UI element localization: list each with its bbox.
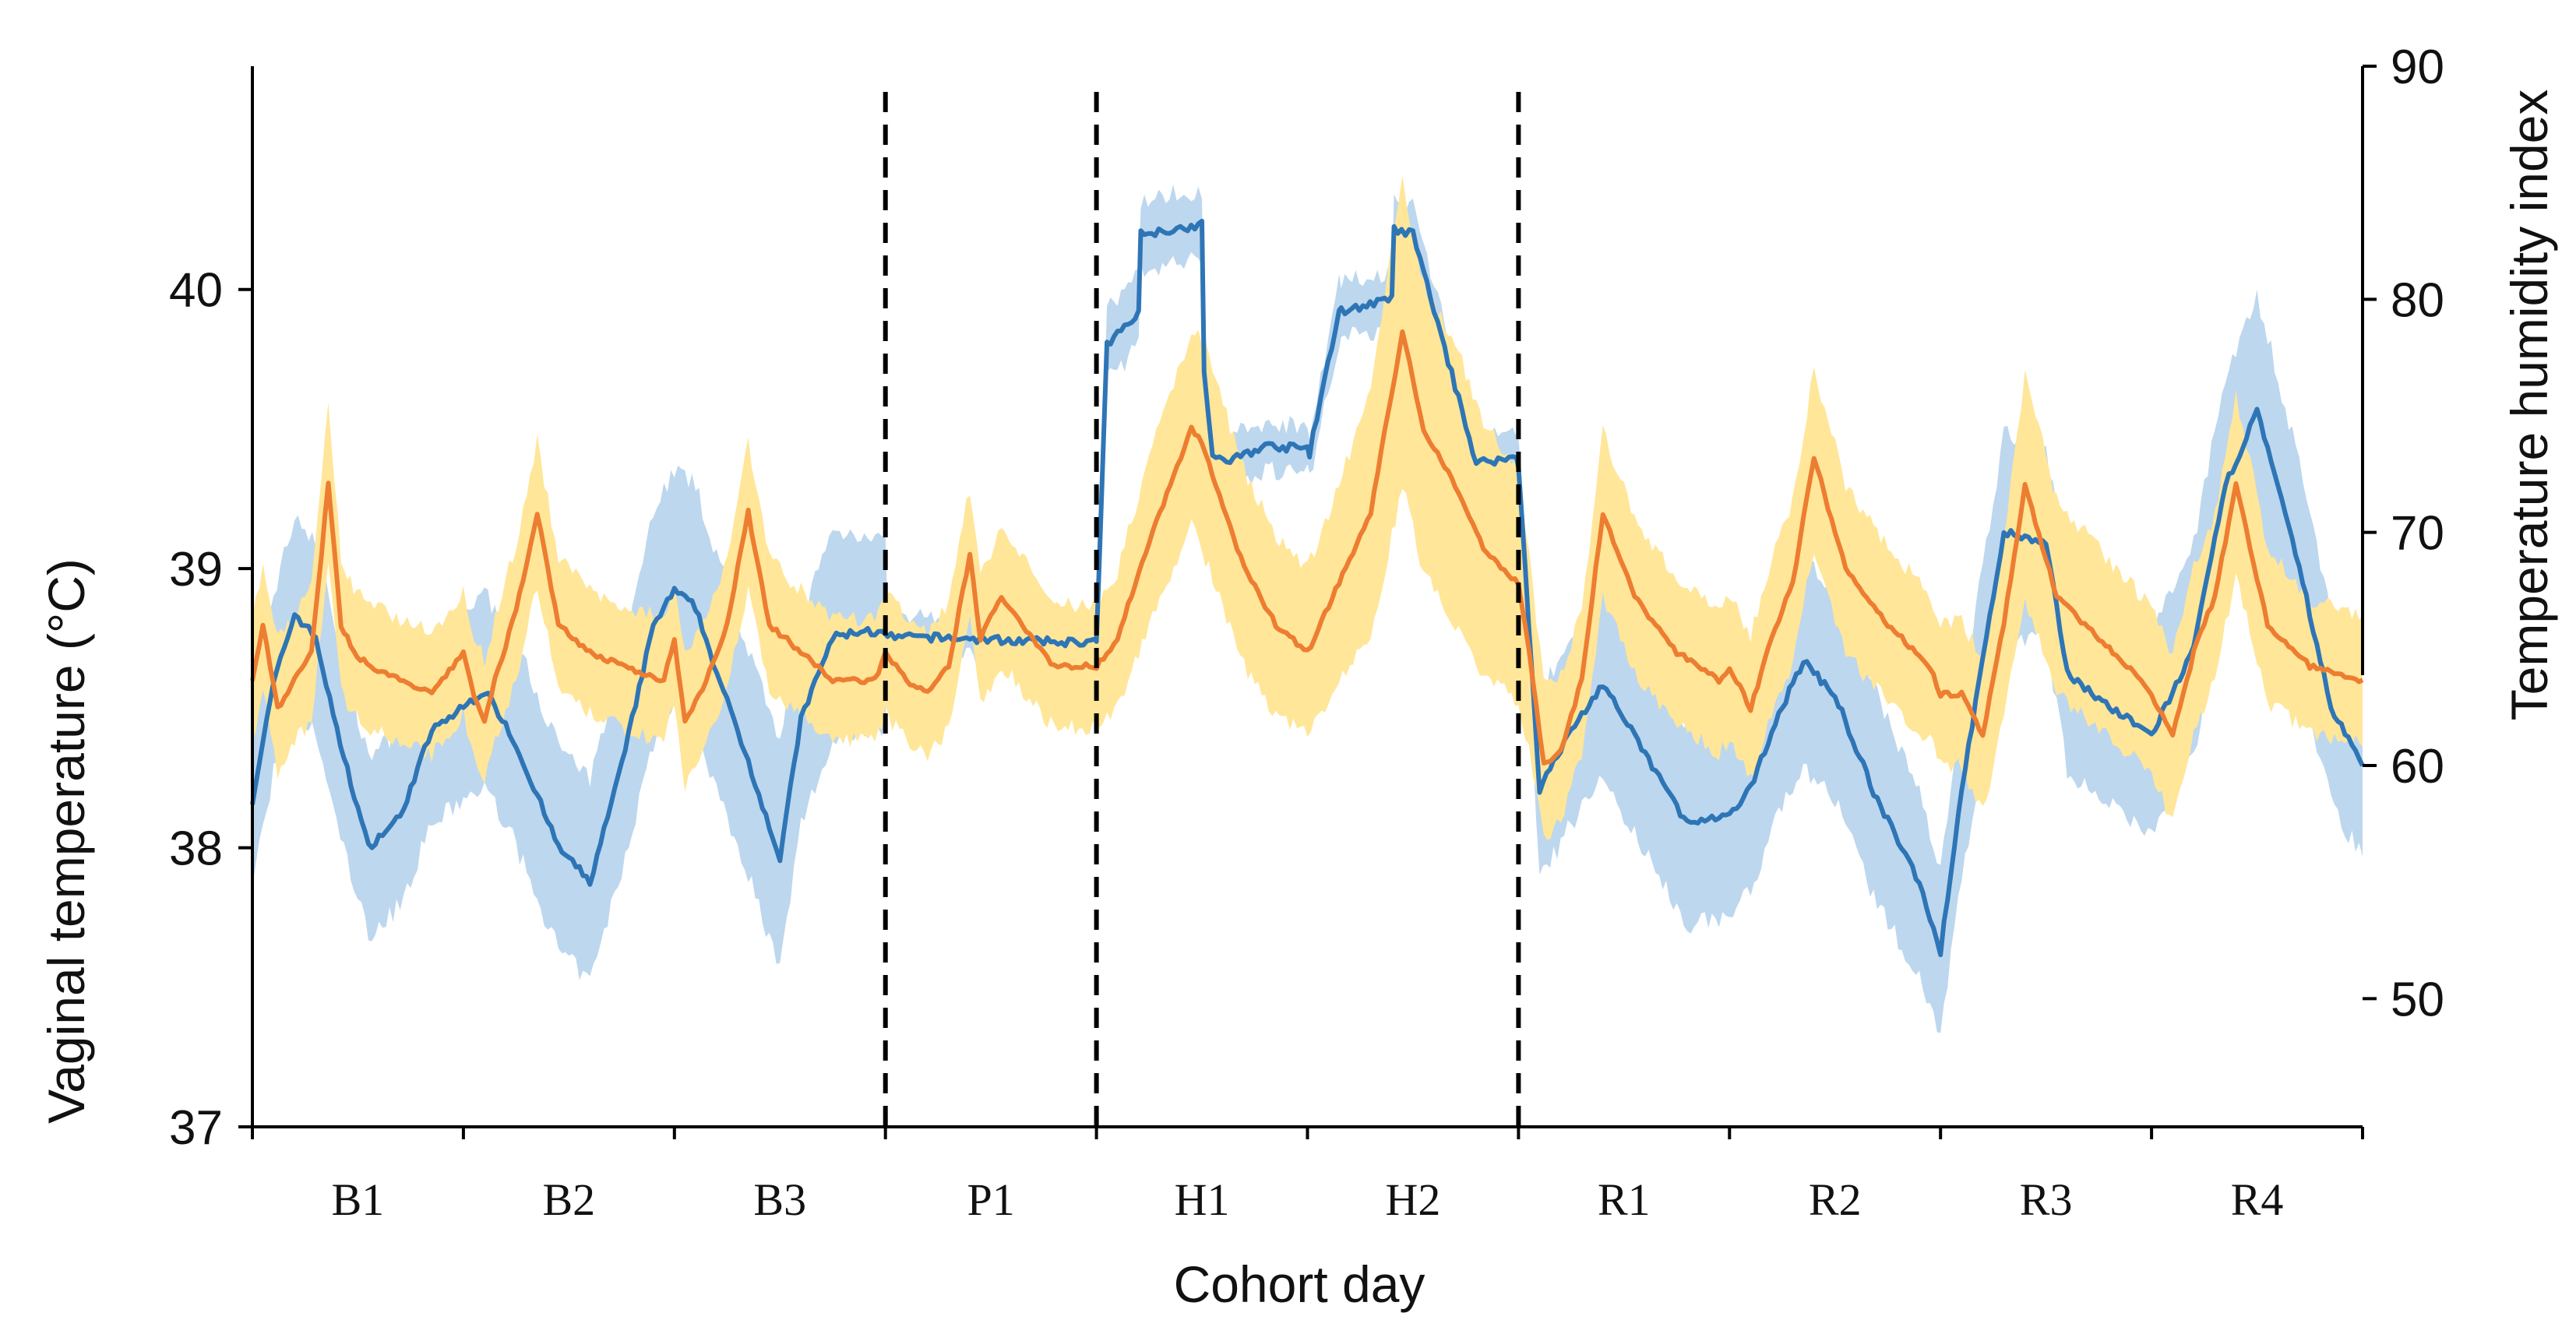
vaginal-temp-confidence-band [252,175,2363,840]
cohort-day-label: B3 [753,1174,806,1225]
right-y-tick-label: 80 [2391,273,2444,327]
cohort-day-label: R2 [1809,1174,1862,1225]
phase-dividers [883,92,1521,1127]
right-y-axis-title: Temperature humidity index [2500,90,2558,721]
cohort-day-label: H2 [1386,1174,1441,1225]
confidence-bands [252,175,2363,1033]
right-y-tick-label: 90 [2391,40,2444,94]
thi-series-line [250,218,2365,958]
right-y-ticks: 50 60 70 80 90 [2363,40,2444,1026]
cohort-day-label: R1 [1598,1174,1651,1225]
right-y-tick-label: 60 [2391,740,2444,794]
cohort-day-label: P1 [967,1174,1015,1225]
right-y-tick-label: 70 [2391,507,2444,561]
cohort-day-label: R3 [2020,1174,2073,1225]
left-y-tick-label: 40 [169,264,223,318]
left-y-tick-label: 37 [169,1101,223,1155]
cohort-day-label: H1 [1175,1174,1230,1225]
cohort-day-label: B1 [332,1174,385,1225]
left-y-axis-title: Vaginal temperature (°C) [37,558,95,1124]
series-lines [250,218,2365,958]
right-y-tick-label: 50 [2391,973,2444,1026]
x-ticks [251,1127,2364,1139]
cohort-day-label: R4 [2231,1174,2284,1225]
cohort-day-label: B2 [543,1174,596,1225]
cohort-day-labels: B1 B2 B3 P1 H1 H2 R1 R2 R3 R4 [332,1174,2284,1225]
vaginal-temp-series-line [250,329,2364,766]
left-y-ticks: 37 38 39 40 [169,264,252,1155]
left-y-tick-label: 38 [169,822,223,876]
thi-confidence-band [252,184,2363,1033]
left-y-tick-label: 39 [169,543,223,597]
x-axis-title: Cohort day [1174,1255,1425,1313]
